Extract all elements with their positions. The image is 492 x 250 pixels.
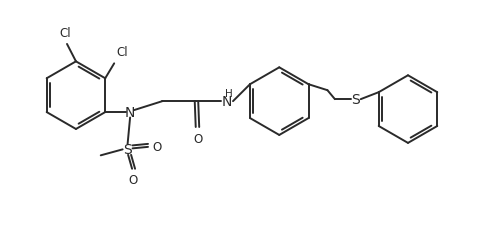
Text: S: S (123, 143, 132, 157)
Text: O: O (153, 141, 162, 154)
Text: Cl: Cl (116, 46, 128, 59)
Text: N: N (125, 106, 135, 120)
Text: O: O (193, 132, 202, 145)
Text: Cl: Cl (59, 27, 71, 40)
Text: S: S (351, 93, 360, 107)
Text: O: O (128, 174, 137, 186)
Text: H: H (225, 88, 232, 98)
Text: N: N (222, 95, 232, 109)
